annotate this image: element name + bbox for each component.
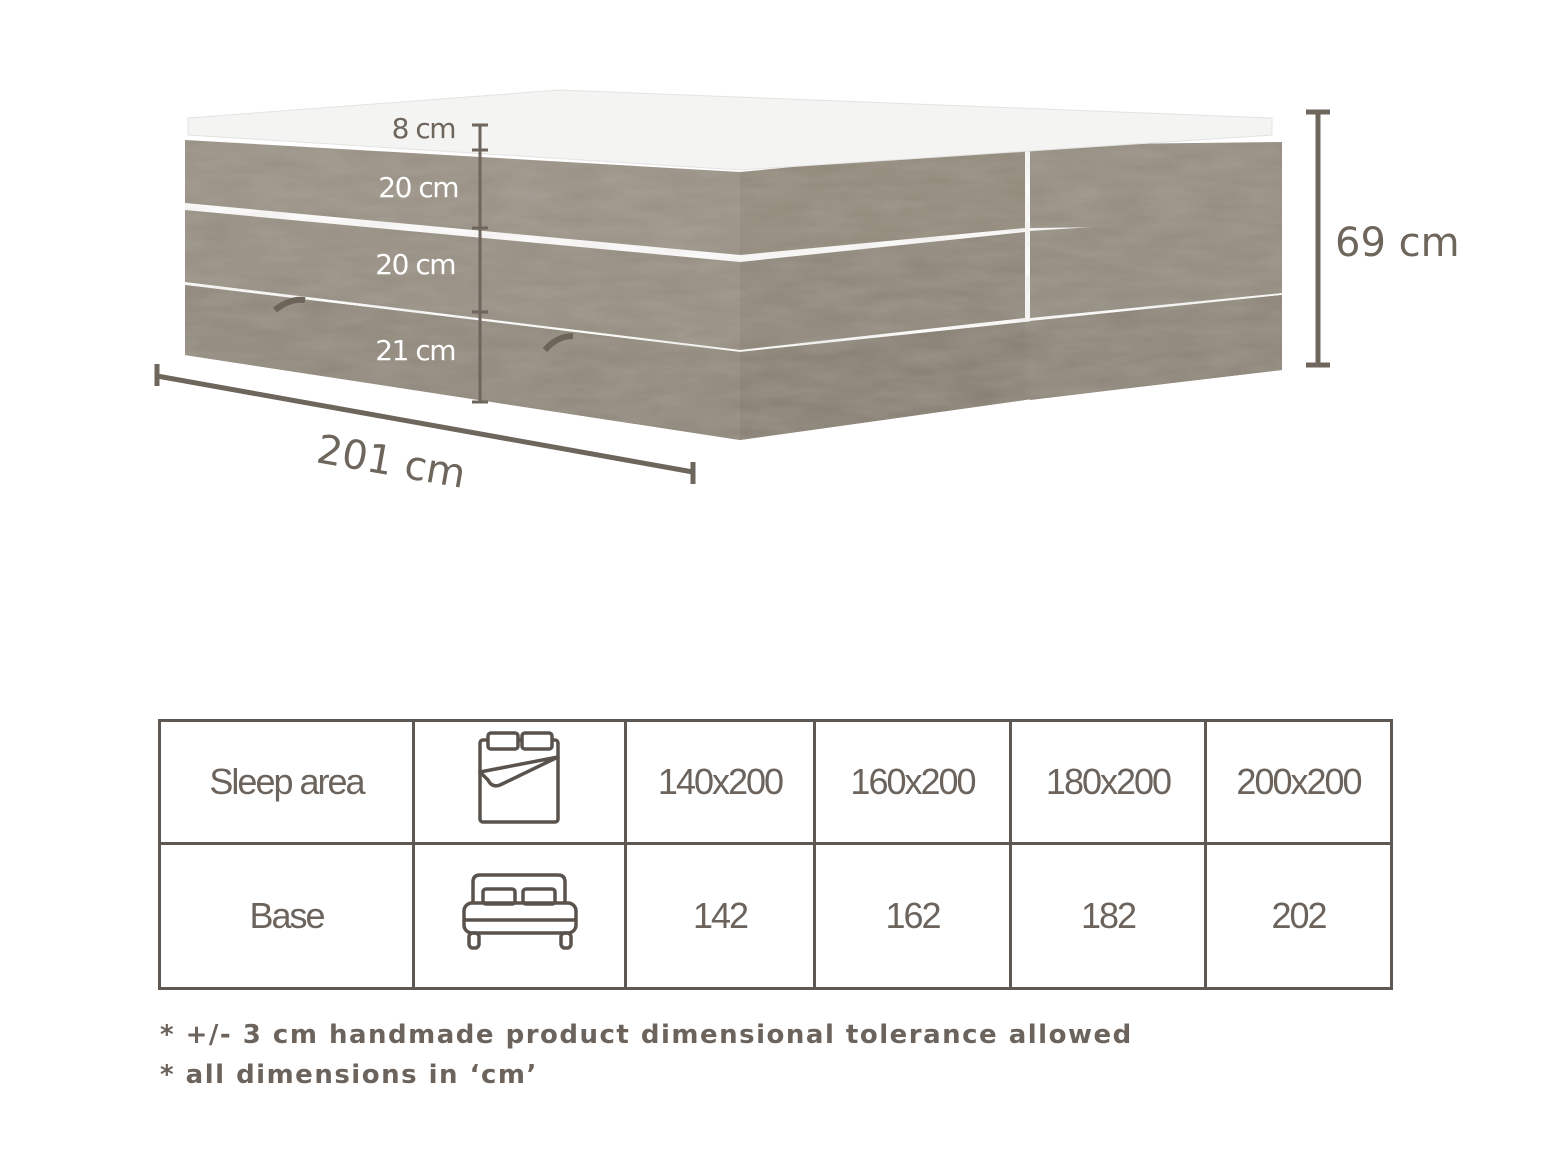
table-row-base: Base 142 162 182 202 <box>158 842 1393 990</box>
size-cell: 140x200 <box>624 719 816 845</box>
bed-dimension-diagram: 8 cm 20 cm 20 cm 21 cm 69 cm 201 cm <box>154 89 1460 498</box>
footnotes: * +/- 3 cm handmade product dimensional … <box>160 1015 1133 1095</box>
middle-layer-height-label: 20 cm <box>375 248 455 281</box>
top-layer-height-label: 20 cm <box>378 171 458 204</box>
row-label: Base <box>158 842 415 990</box>
size-cell: 200x200 <box>1204 719 1393 845</box>
bottom-layer-height-label: 21 cm <box>375 334 455 367</box>
total-height-indicator: 69 cm <box>1306 109 1460 368</box>
row-label: Sleep area <box>158 719 415 845</box>
topper-height-label: 8 cm <box>392 112 455 145</box>
mattress-duvet-icon <box>412 719 627 845</box>
tolerance-note: * +/- 3 cm handmade product dimensional … <box>160 1020 1133 1050</box>
size-table: Sleep area 140x200 160x200 180x200 200x2… <box>158 719 1393 990</box>
length-label: 201 cm <box>313 427 469 498</box>
units-note: * all dimensions in ‘cm’ <box>160 1060 538 1090</box>
boxspring-bed-image <box>185 89 1282 440</box>
size-cell: 160x200 <box>813 719 1012 845</box>
total-height-label: 69 cm <box>1335 220 1460 266</box>
base-cell: 162 <box>813 842 1012 990</box>
base-cell: 142 <box>624 842 816 990</box>
base-cell: 202 <box>1204 842 1393 990</box>
layer-height-indicator: 8 cm 20 cm 20 cm 21 cm <box>375 112 488 404</box>
size-cell: 180x200 <box>1009 719 1207 845</box>
double-bed-icon <box>412 842 627 990</box>
table-row-sleep-area: Sleep area 140x200 160x200 180x200 200x2… <box>158 719 1393 845</box>
base-cell: 182 <box>1009 842 1207 990</box>
